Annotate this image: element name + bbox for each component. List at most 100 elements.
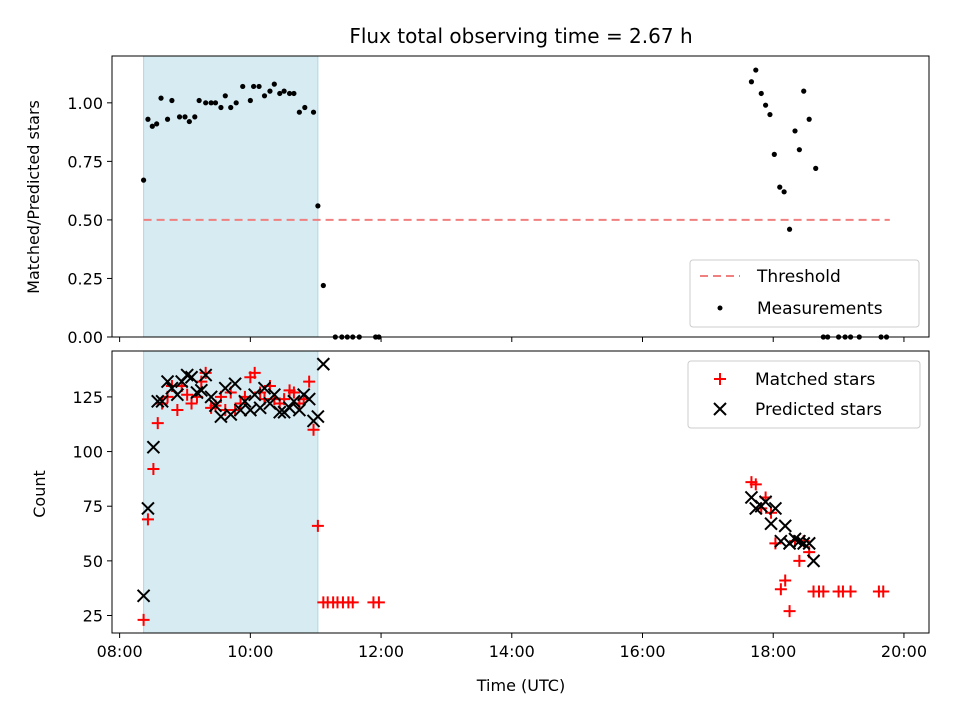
measurement-point [169,97,175,104]
observing-window-shade [143,55,319,338]
predicted-star-point [788,532,802,546]
predicted-star-point [180,368,194,382]
measurement-point [192,114,198,120]
matched-star-point [311,519,324,532]
predicted-star-point [302,392,316,406]
y-tick-label: 0.75 [67,152,103,171]
x-tick-label: 14:00 [489,642,535,661]
measurement-point [753,67,759,73]
predicted-star-point [218,381,232,395]
ratio-legend: Threshold Measurements [689,259,920,328]
measurement-point [203,100,209,106]
predicted-star-point [267,388,282,402]
predicted-legend-label: Predicted stars [755,400,882,420]
measurement-point [247,97,253,104]
measurement-point [222,93,228,99]
ratio-y-axis-label: Matched/Predicted stars [24,100,43,294]
measurement-point [806,116,812,122]
matched-star-point [372,596,385,609]
measurement-point [792,128,798,134]
predicted-star-point [253,401,267,415]
chart-title: Flux total observing time = 2.67 h [349,24,692,48]
measurement-point [261,93,268,99]
measurement-point [233,100,239,106]
measurement-point [758,90,764,97]
predicted-star-point [758,495,773,509]
predicted-star-point [238,394,252,408]
predicted-star-point [233,403,248,417]
predicted-star-point [316,357,331,371]
predicted-star-point [208,398,223,413]
predicted-star-point [768,501,783,516]
predicted-star-point [778,519,792,533]
predicted-star-points [136,357,821,603]
matched-star-point [195,375,208,388]
matched-legend-label: Matched stars [755,370,875,390]
measurement-point [296,109,302,115]
matched-star-point [199,366,212,379]
measurement-point [149,123,155,129]
ratio-panel-frame [111,55,930,338]
count-panel-frame [111,350,930,634]
measurement-point [277,90,283,97]
count-legend: Matched stars Predicted stars [687,360,921,429]
matched-star-point [171,404,184,417]
measurement-point [286,90,293,97]
matched-star-point [303,375,316,388]
matched-star-point [307,423,320,436]
predicted-star-point [155,394,169,408]
predicted-star-point [151,394,165,408]
predicted-star-point [146,440,161,454]
matched-star-point [156,397,169,410]
predicted-star-point [228,377,242,391]
measurement-point [777,184,783,190]
y-tick-label: 0.50 [67,211,103,230]
x-tick-label: 12:00 [358,642,404,661]
measurement-point [218,104,224,111]
measurement-point [302,104,308,111]
matched-star-point [793,554,806,567]
predicted-star-point [802,536,816,551]
y-tick-label: 50 [83,552,103,571]
predicted-star-point [257,381,272,395]
predicted-star-point [273,405,287,419]
measurement-point [786,226,793,232]
y-tick-label: 125 [72,388,103,407]
measurement-point [196,97,202,104]
measurement-point [267,88,273,94]
measurement-point [748,79,755,85]
predicted-star-point [198,368,213,382]
predicted-star-point [224,407,238,422]
y-tick-label: 0.00 [67,328,103,347]
predicted-star-point [184,370,199,384]
matched-star-point [141,513,154,526]
measurement-point [145,116,151,122]
matched-star-point [877,585,890,598]
predicted-star-point [292,403,307,417]
matched-legend-swatch [714,373,726,385]
count-x-ticks: 08:00 10:00 12:00 14:00 16:00 18:00 20:00 [97,633,927,661]
count-y-ticks: 25 50 75 100 125 [72,388,112,626]
measurement-point [158,95,164,101]
predicted-star-point [797,536,811,551]
predicted-star-point [764,516,778,531]
ratio-y-ticks: 0.00 0.25 0.50 0.75 1.00 [67,94,112,347]
x-tick-label: 20:00 [881,642,927,661]
x-tick-label: 18:00 [750,642,796,661]
threshold-legend-label: Threshold [756,267,841,287]
y-tick-label: 0.25 [67,269,103,288]
matched-star-point [151,417,164,430]
measurement-point [256,83,262,90]
measurement-point [228,104,234,111]
count-panel: 08:00 10:00 12:00 14:00 16:00 18:00 20:00 25 50… [30,350,930,695]
matched-star-point [248,366,261,379]
measurements-legend-swatch [717,305,723,311]
ratio-legend-box [689,259,920,328]
measurement-point [251,83,257,90]
measurement-point [315,203,321,209]
measurement-point [164,116,171,122]
matched-star-point [346,596,359,609]
predicted-star-point [774,534,788,548]
y-tick-label: 75 [83,497,103,516]
